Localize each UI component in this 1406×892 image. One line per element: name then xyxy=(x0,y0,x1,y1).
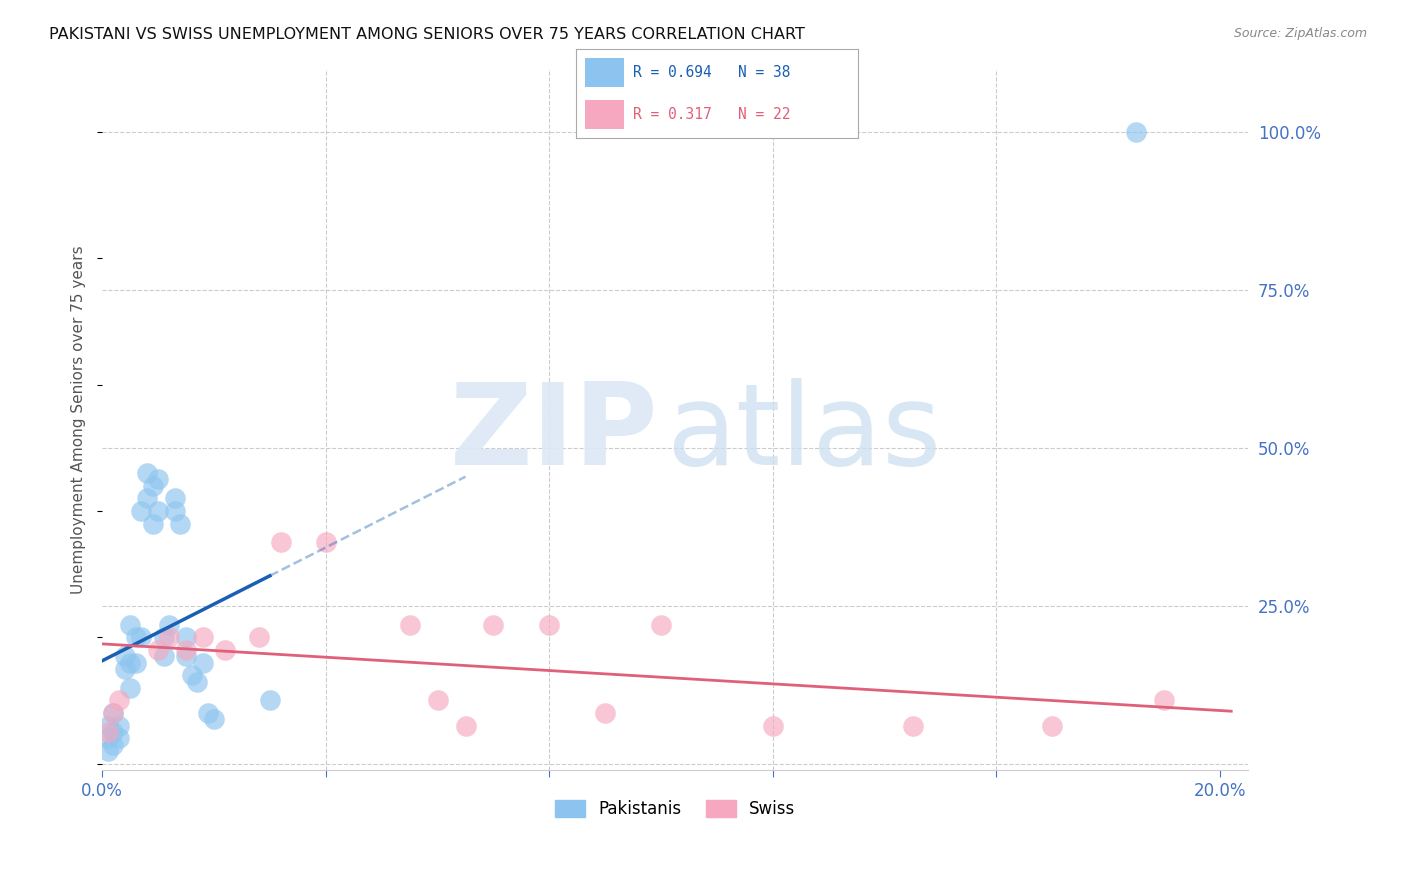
Legend: Pakistanis, Swiss: Pakistanis, Swiss xyxy=(548,793,803,825)
Point xyxy=(482,617,505,632)
Point xyxy=(650,617,672,632)
Point xyxy=(108,731,131,746)
Text: R = 0.694   N = 38: R = 0.694 N = 38 xyxy=(633,65,790,80)
Text: PAKISTANI VS SWISS UNEMPLOYMENT AMONG SENIORS OVER 75 YEARS CORRELATION CHART: PAKISTANI VS SWISS UNEMPLOYMENT AMONG SE… xyxy=(49,27,806,42)
Point xyxy=(108,719,131,733)
Point xyxy=(135,466,157,480)
Point xyxy=(125,630,148,644)
Point xyxy=(146,643,169,657)
Point xyxy=(103,706,125,720)
Point xyxy=(135,491,157,506)
Point xyxy=(174,630,197,644)
Y-axis label: Unemployment Among Seniors over 75 years: Unemployment Among Seniors over 75 years xyxy=(72,245,86,593)
Point xyxy=(398,617,420,632)
Point xyxy=(538,617,561,632)
Point xyxy=(169,516,191,531)
Point xyxy=(131,504,153,518)
Point xyxy=(152,649,174,664)
Point xyxy=(259,693,281,707)
Point xyxy=(270,535,292,549)
Point xyxy=(141,516,163,531)
Bar xyxy=(585,100,624,129)
Text: R = 0.317   N = 22: R = 0.317 N = 22 xyxy=(633,107,790,122)
Point xyxy=(97,744,120,758)
Point xyxy=(1125,125,1147,139)
Point xyxy=(186,674,208,689)
Point xyxy=(108,693,131,707)
Point xyxy=(157,630,180,644)
Point xyxy=(247,630,270,644)
Bar xyxy=(585,58,624,87)
Point xyxy=(120,656,142,670)
Point xyxy=(901,719,924,733)
Point xyxy=(114,662,136,676)
Point xyxy=(97,731,120,746)
Point xyxy=(97,719,120,733)
Point xyxy=(1153,693,1175,707)
Point xyxy=(120,681,142,695)
Point xyxy=(152,630,174,644)
Text: atlas: atlas xyxy=(666,378,941,489)
Point xyxy=(214,643,236,657)
Point xyxy=(202,713,225,727)
Text: Source: ZipAtlas.com: Source: ZipAtlas.com xyxy=(1233,27,1367,40)
Point xyxy=(174,643,197,657)
Point xyxy=(157,617,180,632)
Point xyxy=(141,478,163,492)
Point xyxy=(593,706,616,720)
Point xyxy=(103,725,125,739)
Point xyxy=(146,472,169,486)
Point xyxy=(131,630,153,644)
Point xyxy=(103,738,125,752)
Point xyxy=(103,706,125,720)
Point xyxy=(163,491,186,506)
Point xyxy=(315,535,337,549)
Point xyxy=(163,504,186,518)
Point xyxy=(197,706,219,720)
Point xyxy=(146,504,169,518)
Point xyxy=(191,656,214,670)
Point xyxy=(454,719,477,733)
Point xyxy=(1040,719,1063,733)
Point xyxy=(125,656,148,670)
Point xyxy=(97,725,120,739)
Point xyxy=(120,617,142,632)
Point xyxy=(180,668,202,682)
Text: ZIP: ZIP xyxy=(450,378,658,489)
Point xyxy=(191,630,214,644)
Point xyxy=(762,719,785,733)
Point xyxy=(426,693,449,707)
Point xyxy=(174,649,197,664)
Point xyxy=(114,649,136,664)
